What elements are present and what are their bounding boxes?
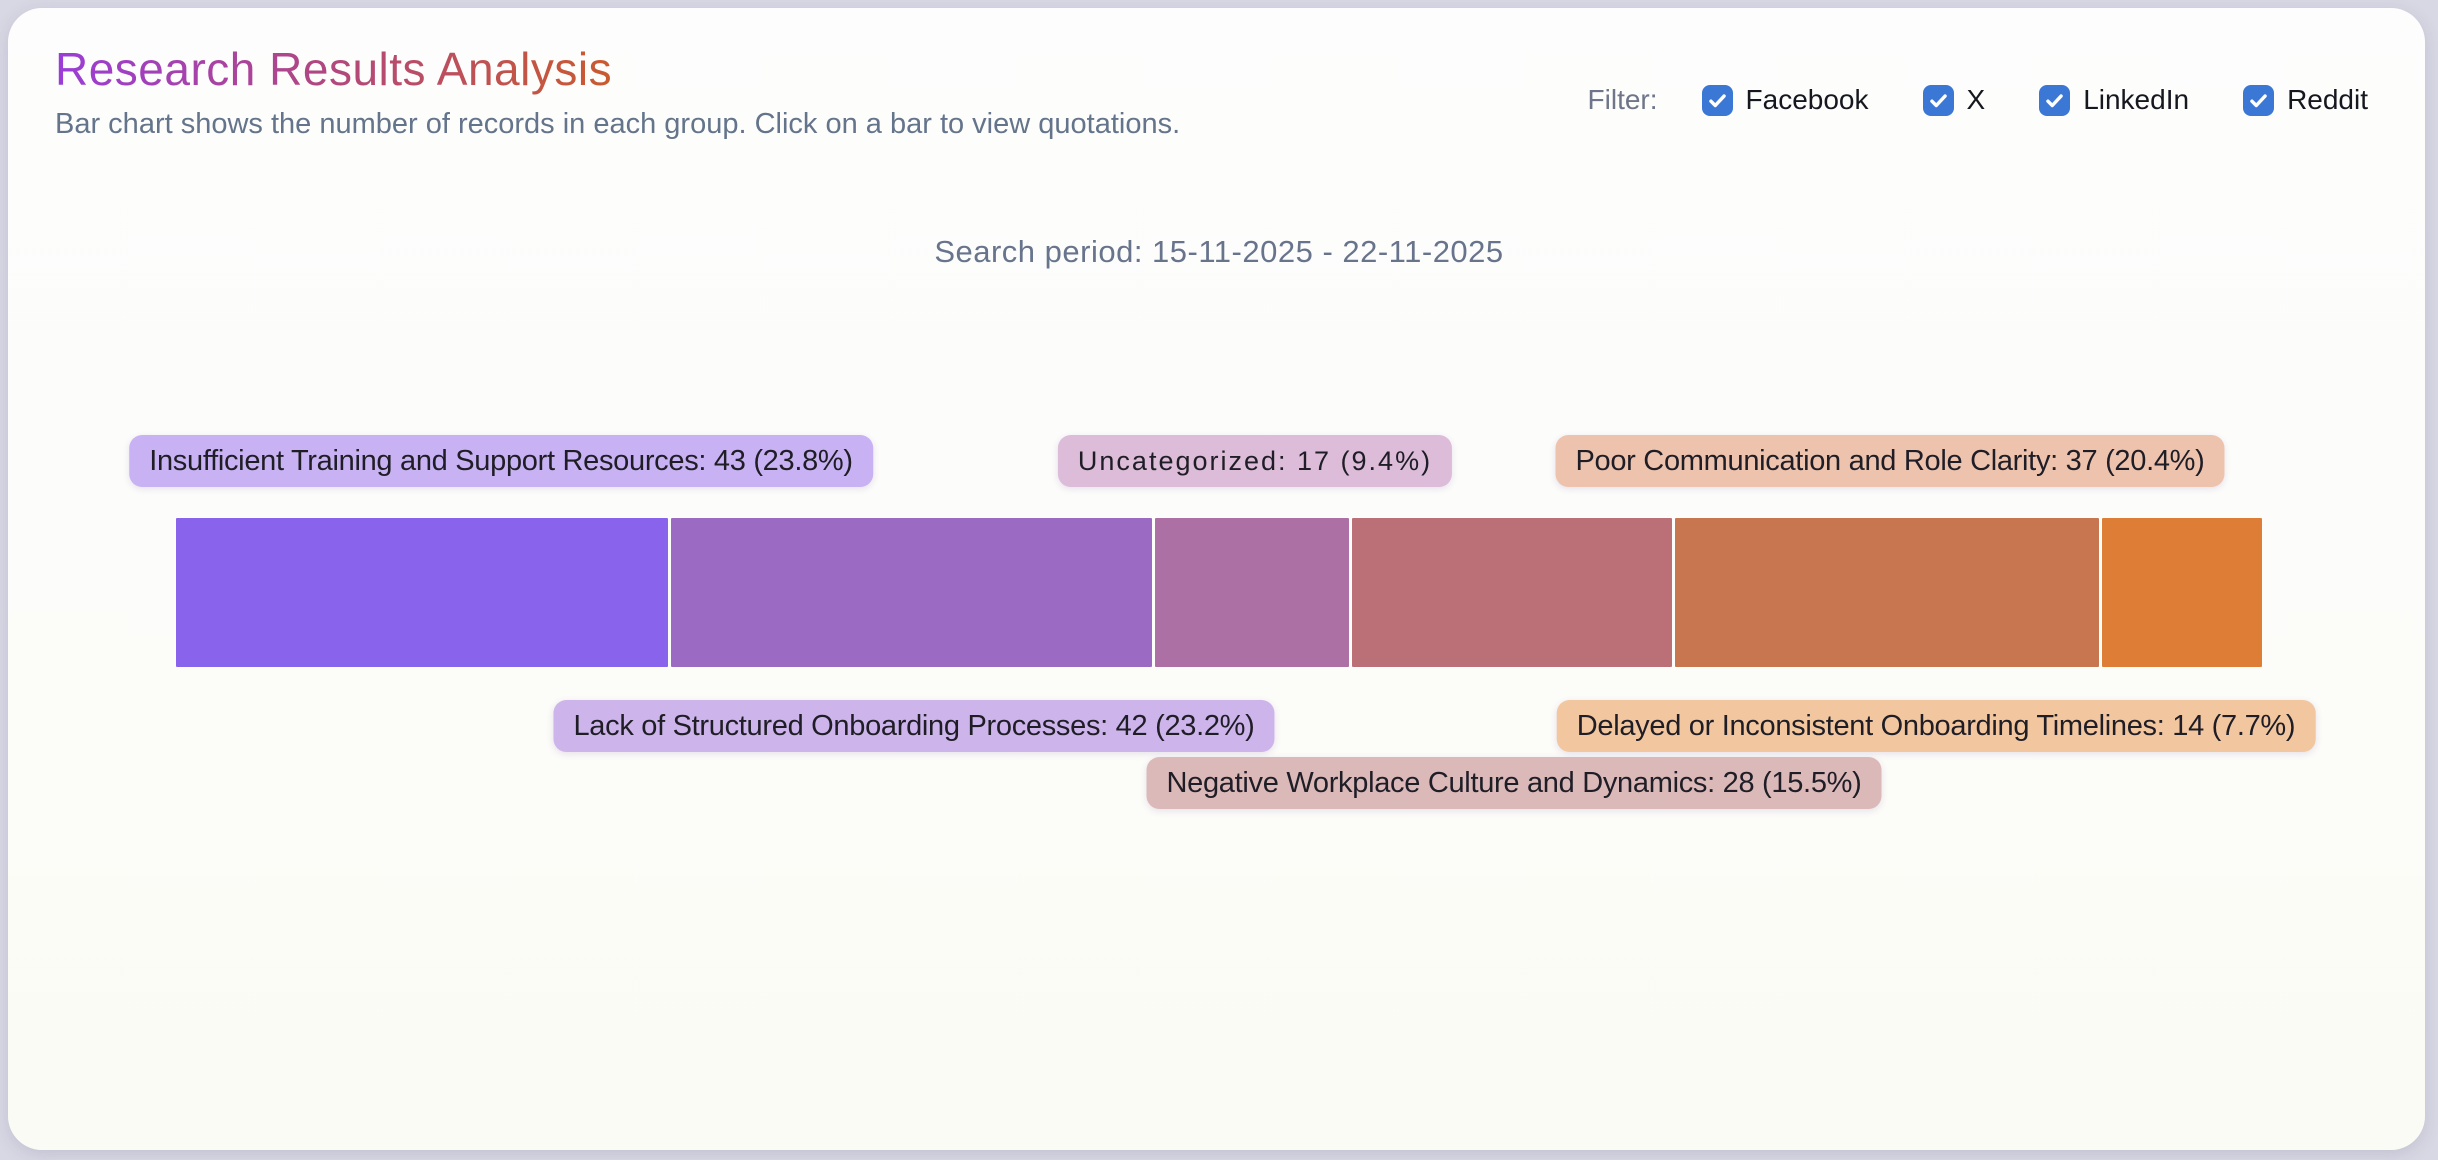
checkbox-checked-icon[interactable] [2039, 84, 2071, 116]
stacked-bar-chart [176, 518, 2262, 667]
bar-segment-delayed-timelines[interactable] [2101, 518, 2262, 667]
bar-segment-insufficient-training[interactable] [176, 518, 668, 667]
chip-uncategorized: Uncategorized: 17 (9.4%) [1057, 435, 1453, 487]
bar-segment-negative-workplace-culture[interactable] [1352, 518, 1673, 667]
chip-poor-communication: Poor Communication and Role Clarity: 37 … [1555, 435, 2225, 487]
chip-negative-workplace-culture: Negative Workplace Culture and Dynamics:… [1146, 757, 1882, 809]
bar-segment-poor-communication[interactable] [1675, 518, 2099, 667]
filter-label-x: X [1966, 84, 1986, 115]
filter-checkbox-reddit[interactable]: Reddit [2243, 84, 2368, 116]
filter-checkbox-linkedin[interactable]: LinkedIn [2039, 84, 2189, 116]
chip-lack-of-structured-onboarding: Lack of Structured Onboarding Processes:… [553, 700, 1275, 752]
page-subtitle: Bar chart shows the number of records in… [55, 108, 1181, 140]
filter-checkbox-x[interactable]: X [1922, 84, 1986, 116]
bar-segment-lack-of-structured-onboarding[interactable] [671, 518, 1152, 667]
chip-delayed-timelines: Delayed or Inconsistent Onboarding Timel… [1556, 700, 2316, 752]
filter-label: Filter: [1587, 84, 1658, 115]
bar-segment-uncategorized[interactable] [1154, 518, 1350, 667]
platform-filter: Filter: Facebook X LinkedIn [1588, 82, 2368, 118]
page-title: Research Results Analysis [55, 43, 613, 95]
checkbox-checked-icon[interactable] [2243, 84, 2275, 116]
filter-label-facebook: Facebook [1745, 84, 1869, 115]
filter-checkbox-facebook[interactable]: Facebook [1701, 84, 1869, 116]
search-period-text: Search period: 15-11-2025 - 22-11-2025 [934, 234, 1504, 269]
chip-insufficient-training: Insufficient Training and Support Resour… [129, 435, 873, 487]
filter-label-linkedin: LinkedIn [2083, 84, 2190, 115]
filter-label-reddit: Reddit [2287, 84, 2368, 115]
checkbox-checked-icon[interactable] [1701, 84, 1733, 116]
checkbox-checked-icon[interactable] [1922, 84, 1954, 116]
